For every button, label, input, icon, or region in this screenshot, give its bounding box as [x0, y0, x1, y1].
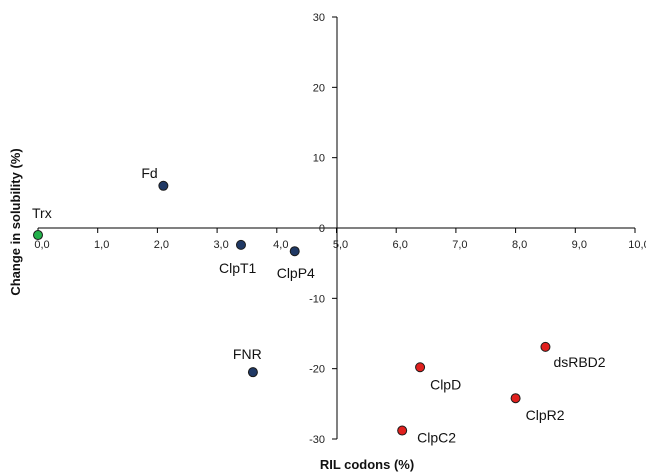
- point-label-fd: Fd: [141, 165, 157, 181]
- point-label-clpd: ClpD: [430, 376, 461, 392]
- y-tick-label: 20: [313, 82, 325, 94]
- data-point-dsrbd2: [540, 341, 551, 352]
- data-point-clpd: [415, 362, 426, 373]
- x-tick-label: 4,0: [273, 239, 288, 251]
- data-point-trx: [33, 230, 43, 241]
- x-tick-label: 8,0: [512, 239, 527, 251]
- point-label-clpp4: ClpP4: [277, 265, 315, 281]
- x-tick-label: 5,0: [333, 239, 348, 251]
- x-tick-label: 6,0: [393, 239, 408, 251]
- y-tick-label: -20: [309, 364, 325, 376]
- y-axis-title: Change in solubility (%): [8, 148, 23, 295]
- y-tick-label: 10: [313, 153, 325, 165]
- point-label-clpt1: ClpT1: [219, 260, 257, 276]
- data-point-clpr2: [510, 393, 521, 404]
- x-tick-label: 7,0: [452, 239, 467, 251]
- x-tick-label: 10,0: [628, 239, 646, 251]
- y-ticks: 30 20 10 0 -10 -20 -30: [309, 12, 337, 446]
- point-label-clpr2: ClpR2: [526, 407, 565, 423]
- y-tick-label: 30: [313, 12, 325, 24]
- y-tick-label: -30: [309, 434, 325, 446]
- x-tick-label: 0,0: [34, 239, 49, 251]
- data-point-clpp4: [289, 246, 300, 257]
- data-point-fnr: [247, 367, 258, 378]
- y-tick-label: -10: [309, 293, 325, 305]
- data-point-clpc2: [397, 425, 408, 436]
- data-point-fd: [158, 180, 169, 191]
- point-label-fnr: FNR: [233, 346, 262, 362]
- x-tick-label: 2,0: [154, 239, 169, 251]
- x-ticks: 0,0 1,0 2,0 3,0 4,0 5,0 6,0 7,0 8,0 9,0 10,0: [34, 228, 646, 251]
- data-point-clpt1: [235, 239, 246, 250]
- data-points: Trx Fd ClpT1 ClpP4 FNR ClpD dsRBD2 ClpR2 ClpC2: [32, 165, 606, 446]
- point-label-trx: Trx: [32, 205, 52, 221]
- x-tick-label: 9,0: [572, 239, 587, 251]
- y-tick-label: 0: [319, 223, 325, 235]
- x-tick-label: 3,0: [213, 239, 228, 251]
- x-tick-label: 1,0: [94, 239, 109, 251]
- x-axis-title: RIL codons (%): [320, 457, 414, 472]
- point-label-dsrbd2: dsRBD2: [553, 354, 605, 370]
- point-label-clpc2: ClpC2: [417, 430, 456, 446]
